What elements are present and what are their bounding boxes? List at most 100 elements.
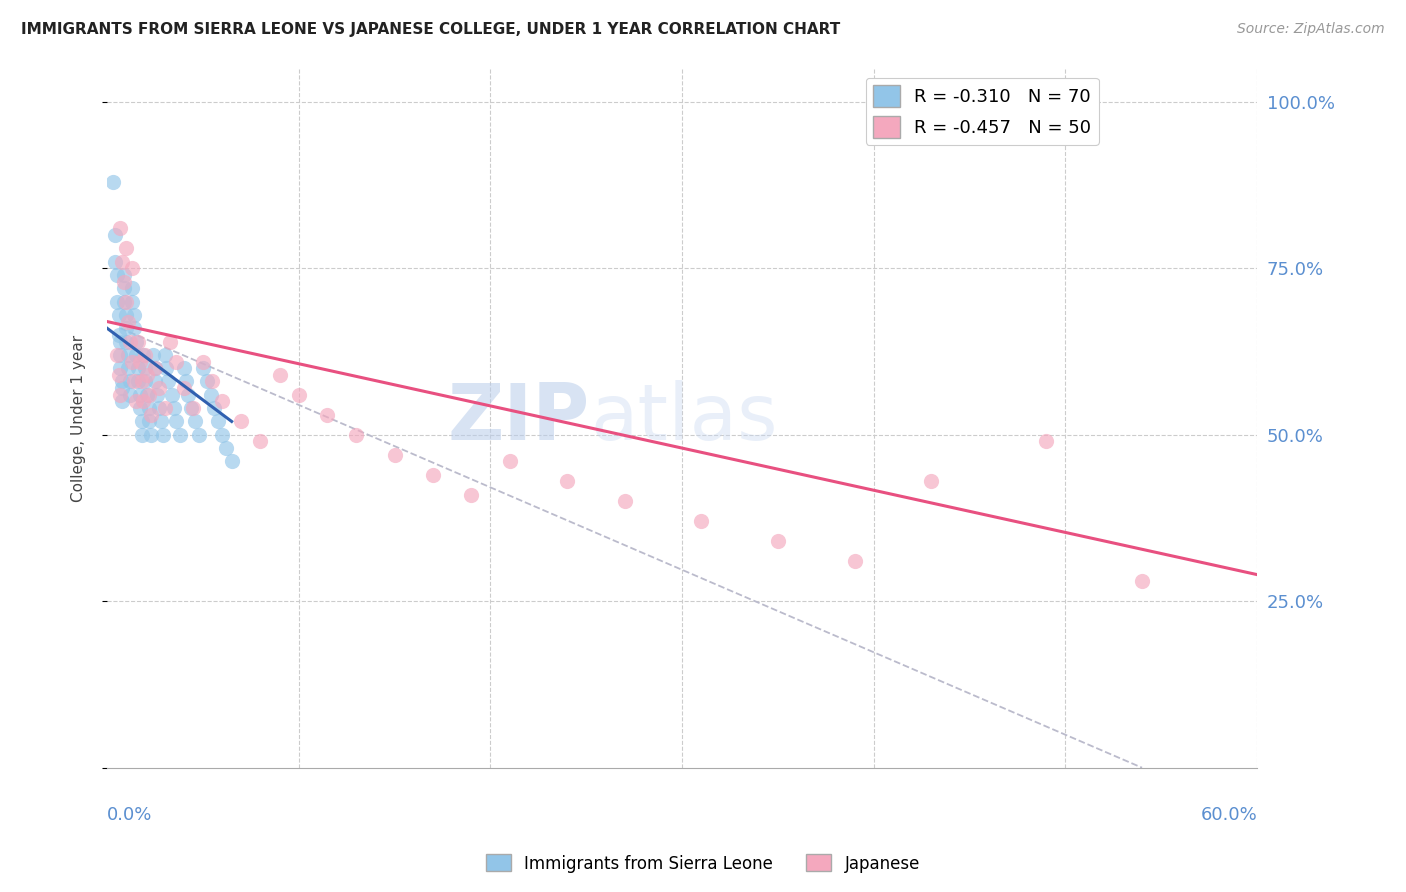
Point (138, 388, 160, 402)
Point (249, 434, 271, 449)
Point (141, 427, 163, 442)
Point (132, 348, 155, 362)
Point (287, 388, 309, 402)
Point (105, 268, 128, 282)
Point (162, 388, 184, 402)
Point (148, 381, 170, 395)
Point (104, 254, 127, 268)
Point (269, 368, 291, 382)
Point (155, 361, 177, 376)
Point (127, 375, 149, 389)
Point (152, 427, 174, 442)
Point (110, 221, 132, 235)
Point (460, 488, 482, 502)
Point (690, 514, 713, 528)
Point (138, 414, 160, 428)
Point (174, 375, 197, 389)
Point (200, 388, 222, 402)
Point (125, 348, 148, 362)
Point (121, 354, 143, 368)
Point (104, 227, 127, 242)
Point (112, 275, 135, 289)
Point (231, 414, 253, 428)
Point (131, 427, 153, 442)
Point (115, 294, 138, 309)
Point (221, 454, 243, 468)
Point (159, 334, 181, 349)
Point (120, 375, 142, 389)
Y-axis label: College, Under 1 year: College, Under 1 year (72, 334, 86, 501)
Point (112, 294, 135, 309)
Point (153, 348, 176, 362)
Point (122, 321, 145, 335)
Point (112, 281, 135, 295)
Point (157, 375, 180, 389)
Point (142, 348, 165, 362)
Point (146, 388, 169, 402)
Point (202, 401, 225, 416)
Point (195, 375, 218, 389)
Point (1035, 434, 1057, 449)
Point (101, 175, 124, 189)
Point (173, 381, 195, 395)
Point (143, 361, 166, 376)
Point (110, 361, 132, 376)
Point (122, 308, 145, 322)
Point (165, 414, 187, 428)
Point (127, 361, 149, 376)
Point (125, 394, 148, 409)
Point (115, 308, 138, 322)
Text: atlas: atlas (591, 380, 778, 456)
Point (115, 241, 138, 255)
Point (141, 408, 163, 422)
Point (207, 414, 229, 428)
Point (117, 314, 139, 328)
Point (181, 401, 204, 416)
Point (111, 381, 134, 395)
Point (121, 294, 143, 309)
Text: ZIP: ZIP (447, 380, 591, 456)
Point (165, 354, 187, 368)
Point (136, 388, 159, 402)
Point (120, 388, 142, 402)
Point (115, 334, 138, 349)
Point (173, 361, 195, 376)
Point (134, 348, 156, 362)
Point (110, 334, 132, 349)
Point (143, 375, 166, 389)
Point (122, 375, 145, 389)
Point (111, 394, 134, 409)
Point (128, 401, 150, 416)
Point (211, 427, 233, 442)
Point (132, 394, 155, 409)
Point (498, 454, 520, 468)
Point (384, 448, 406, 462)
Point (117, 361, 139, 376)
Legend: Immigrants from Sierra Leone, Japanese: Immigrants from Sierra Leone, Japanese (479, 847, 927, 880)
Point (766, 534, 789, 549)
Text: 60.0%: 60.0% (1201, 806, 1257, 824)
Text: 0.0%: 0.0% (107, 806, 152, 824)
Point (131, 375, 153, 389)
Point (107, 327, 129, 342)
Point (215, 441, 238, 455)
Point (111, 375, 134, 389)
Point (121, 281, 143, 295)
Point (110, 348, 132, 362)
Legend: R = -0.310   N = 70, R = -0.457   N = 50: R = -0.310 N = 70, R = -0.457 N = 50 (866, 78, 1098, 145)
Point (136, 368, 159, 382)
Text: IMMIGRANTS FROM SIERRA LEONE VS JAPANESE COLLEGE, UNDER 1 YEAR CORRELATION CHART: IMMIGRANTS FROM SIERRA LEONE VS JAPANESE… (21, 22, 841, 37)
Point (134, 361, 156, 376)
Point (422, 467, 444, 482)
Point (105, 294, 128, 309)
Point (211, 394, 233, 409)
Point (138, 401, 160, 416)
Point (134, 375, 156, 389)
Point (176, 388, 198, 402)
Point (920, 475, 942, 489)
Point (120, 334, 142, 349)
Point (153, 401, 176, 416)
Point (127, 334, 149, 349)
Point (148, 401, 170, 416)
Point (111, 254, 134, 268)
